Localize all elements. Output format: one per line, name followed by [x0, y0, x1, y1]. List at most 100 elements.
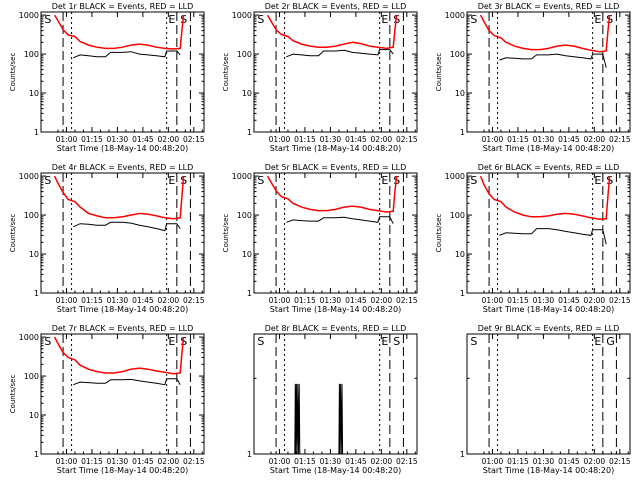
event-marker-label: S [470, 13, 477, 26]
y-tick-label: 100 [450, 211, 465, 220]
x-tick-label: 01:00 [482, 296, 504, 305]
y-axis-label: Counts/sec [435, 214, 443, 253]
x-axis-label: Start Time (18-May-14 00:48:20) [57, 466, 188, 475]
x-tick-label: 02:15 [609, 135, 631, 144]
y-tick-label: 1 [247, 450, 252, 459]
x-tick-label: 02:15 [183, 296, 205, 305]
events-rate-line [294, 383, 344, 455]
panel-title: Det 5r BLACK = Events, RED = LLD [265, 163, 407, 172]
x-tick-label: 01:00 [56, 457, 78, 466]
panel-title: Det 1r BLACK = Events, RED = LLD [52, 2, 194, 11]
y-tick-label: 1000 [19, 333, 39, 342]
lld-rate-line [479, 14, 611, 53]
x-tick-label: 01:45 [558, 296, 580, 305]
y-axis-label: Counts/sec [9, 375, 17, 414]
panel-det-2: Det 2r BLACK = Events, RED = LLD 1 10 100 10… [222, 2, 418, 153]
panel-det-7: Det 7r BLACK = Events, RED = LLD 1 10 100 10… [9, 324, 205, 475]
x-axis-label: Start Time (18-May-14 00:48:20) [483, 144, 614, 153]
events-rate-line [499, 228, 607, 245]
x-tick-label: 01:45 [132, 135, 154, 144]
x-tick-label: 01:15 [507, 296, 529, 305]
y-tick-label: 1000 [445, 172, 465, 181]
event-marker-label: E [594, 335, 601, 348]
x-tick-label: 01:30 [107, 457, 129, 466]
panel-det-4: Det 4r BLACK = Events, RED = LLD 1 10 100 10… [9, 163, 205, 314]
y-tick-label: 100 [24, 211, 39, 220]
plot-frame [253, 172, 418, 294]
y-tick-label: 1 [247, 128, 252, 137]
panel-det-3: Det 3r BLACK = Events, RED = LLD 1 10 100 10… [435, 2, 631, 153]
event-marker-label: E [594, 13, 601, 26]
panel-det-1: Det 1r BLACK = Events, RED = LLD 1 10 100 10… [9, 2, 205, 153]
event-marker-label: S [470, 174, 477, 187]
y-tick-label: 100 [24, 372, 39, 381]
x-tick-label: 02:15 [396, 296, 418, 305]
panel-title: Det 9r BLACK = Events, RED = LLD [478, 324, 620, 333]
y-tick-label: 100 [237, 211, 252, 220]
x-axis-label: Start Time (18-May-14 00:48:20) [57, 144, 188, 153]
event-marker-label: S [470, 335, 477, 348]
panel-det-5: Det 5r BLACK = Events, RED = LLD 1 10 100 10… [222, 163, 418, 314]
y-tick-label: 10 [29, 411, 39, 420]
y-tick-label: 1 [247, 289, 252, 298]
lld-rate-line [479, 175, 611, 221]
event-marker-label: S [257, 174, 264, 187]
x-tick-label: 01:15 [81, 457, 103, 466]
plot-frame [466, 333, 631, 455]
lld-rate-line [266, 14, 398, 50]
y-tick-label: 1 [34, 289, 39, 298]
x-tick-label: 01:15 [507, 135, 529, 144]
events-rate-line [73, 221, 181, 232]
x-tick-label: 02:00 [371, 296, 393, 305]
x-tick-label: 01:30 [533, 457, 555, 466]
panel-title: Det 3r BLACK = Events, RED = LLD [478, 2, 620, 11]
x-tick-label: 01:00 [269, 296, 291, 305]
panel-title: Det 7r BLACK = Events, RED = LLD [52, 324, 194, 333]
event-marker-label: E [168, 13, 175, 26]
event-marker-label: S [257, 335, 264, 348]
y-tick-label: 1000 [232, 11, 252, 20]
x-tick-label: 01:30 [320, 457, 342, 466]
y-axis-label: Counts/sec [9, 214, 17, 253]
x-axis-label: Start Time (18-May-14 00:48:20) [270, 144, 401, 153]
y-axis-label: Counts/sec [9, 53, 17, 92]
lld-rate-line [53, 14, 185, 50]
x-tick-label: 02:00 [584, 296, 606, 305]
x-tick-label: 01:15 [81, 135, 103, 144]
x-tick-label: 01:00 [56, 296, 78, 305]
x-tick-label: 02:00 [584, 457, 606, 466]
y-tick-label: 1000 [232, 172, 252, 181]
events-rate-line [286, 216, 394, 224]
event-marker-label: S [44, 335, 51, 348]
x-tick-label: 02:15 [609, 457, 631, 466]
x-tick-label: 02:15 [396, 135, 418, 144]
x-tick-label: 01:45 [132, 296, 154, 305]
x-tick-label: 01:00 [269, 135, 291, 144]
x-tick-label: 01:45 [345, 135, 367, 144]
x-tick-label: 02:00 [158, 296, 180, 305]
y-tick-label: 10 [29, 250, 39, 259]
plot-frame [40, 11, 205, 133]
plot-frame [466, 172, 631, 294]
event-marker-label: E [381, 174, 388, 187]
x-tick-label: 01:15 [294, 457, 316, 466]
x-tick-label: 01:30 [107, 296, 129, 305]
x-tick-label: 02:00 [584, 135, 606, 144]
x-tick-label: 01:00 [482, 457, 504, 466]
y-tick-label: 1 [34, 450, 39, 459]
event-marker-label: S [257, 13, 264, 26]
panel-title: Det 4r BLACK = Events, RED = LLD [52, 163, 194, 172]
plot-frame [253, 333, 418, 455]
x-tick-label: 01:45 [558, 135, 580, 144]
x-tick-label: 02:15 [183, 135, 205, 144]
events-rate-line [73, 50, 181, 59]
x-tick-label: 01:30 [320, 135, 342, 144]
x-tick-label: 01:30 [320, 296, 342, 305]
event-marker-label: E [168, 174, 175, 187]
y-axis-label: Counts/sec [435, 53, 443, 92]
panel-det-6: Det 6r BLACK = Events, RED = LLD 1 10 100 10… [435, 163, 631, 314]
event-marker-label: S [393, 335, 400, 348]
plot-frame [253, 11, 418, 133]
x-axis-label: Start Time (18-May-14 00:48:20) [483, 305, 614, 314]
